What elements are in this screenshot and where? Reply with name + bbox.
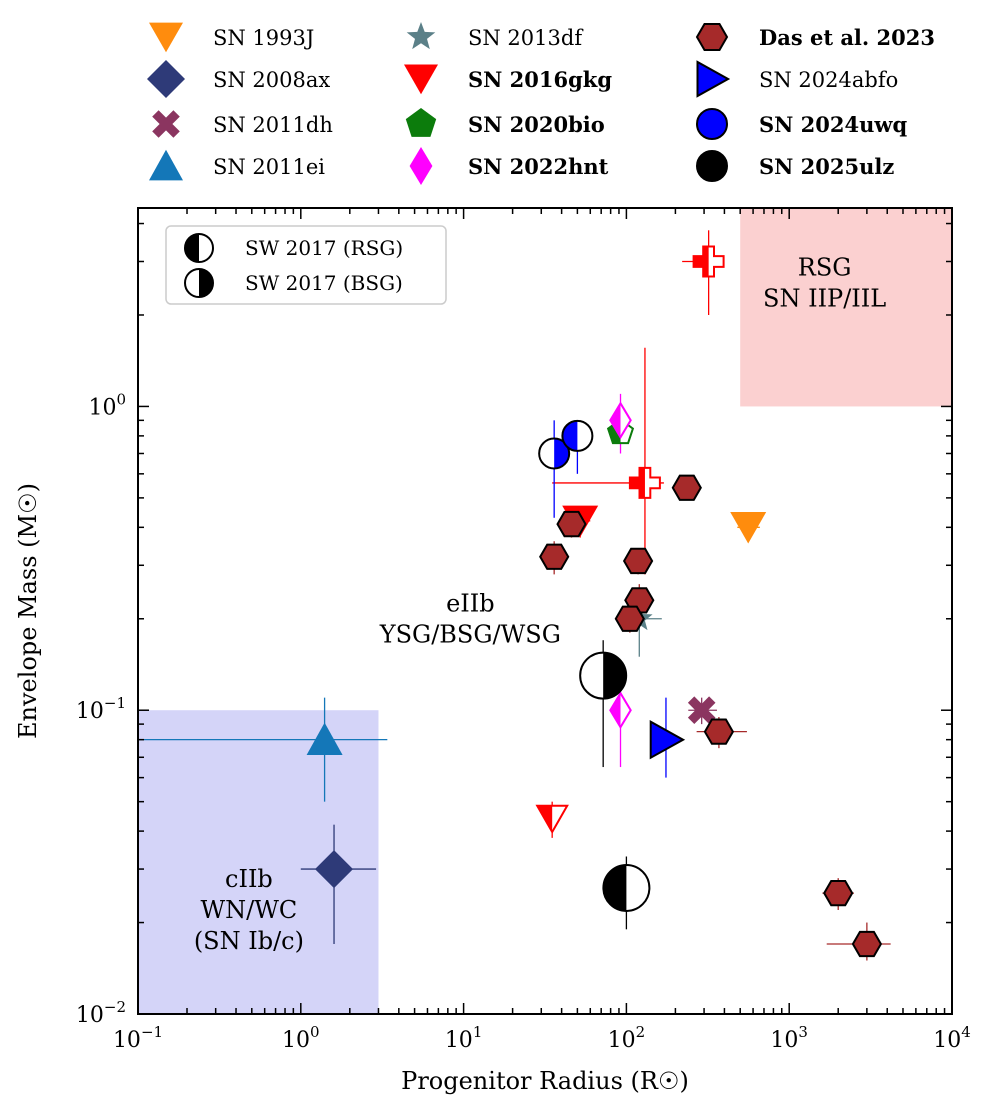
- inset-legend-marker: [184, 268, 214, 298]
- x-axis-label: Progenitor Radius (R☉): [401, 1067, 689, 1095]
- legend-sn-2025ulz-label: SN 2025ulz: [759, 154, 894, 179]
- inset-legend-marker-fill: [185, 234, 199, 262]
- point-sn-2024uwq-23: [561, 419, 594, 452]
- point-sn-2022hnt-10-fill: [610, 403, 621, 438]
- point-sn-2016gkg-7: [692, 245, 725, 278]
- region-labels: RSG SN IIP/IIL cIIb WN/WC (SN Ib/c) eIIb YSG/B…: [194, 253, 886, 955]
- legend-sn-2024abfo-label: SN 2024abfo: [759, 68, 898, 92]
- eIIb-label-label-line: YSG/BSG/WSG: [379, 620, 561, 648]
- x-tick-label: 102: [608, 1023, 646, 1053]
- point-sn-2025ulz-24-fill: [603, 652, 627, 699]
- point-das-et-al-2023-18: [703, 718, 735, 745]
- data-points: [306, 245, 883, 958]
- cIIb-region-label-line: cIIb: [225, 865, 273, 893]
- inset-legend: SW 2017 (RSG) SW 2017 (BSG): [165, 225, 447, 305]
- point-sn-2022hnt-10: [609, 401, 632, 440]
- legend-sn-2011dh-marker: [152, 110, 180, 138]
- legend-sn-1993j-marker: [149, 22, 183, 53]
- legend-sn-2025ulz-marker: [696, 150, 728, 182]
- x-tick-label: 10−1: [113, 1023, 163, 1053]
- rsg-region-label-line: SN IIP/IIL: [763, 284, 886, 312]
- inset-legend-label: SW 2017 (RSG): [245, 236, 403, 260]
- legend-sn-2011ei-marker: [149, 149, 183, 181]
- point-das-et-al-2023-14: [622, 547, 654, 575]
- inset-legend-marker: [184, 233, 214, 263]
- point-sn-2024uwq-22: [538, 437, 571, 470]
- point-sn-2011ei-3: [306, 722, 343, 755]
- cIIb-region-label-line: (SN Ib/c): [194, 927, 304, 955]
- inset-legend-label: SW 2017 (BSG): [245, 271, 403, 295]
- legend-sn-2024uwq-marker: [696, 108, 728, 140]
- legend-sn-2013df-label: SN 2013df: [468, 26, 584, 50]
- point-sn-2025ulz-25: [602, 863, 651, 912]
- x-tick-label: 101: [445, 1023, 483, 1053]
- legend-sn-2011ei-label: SN 2011ei: [213, 155, 325, 179]
- point-sn-2024abfo-21: [649, 720, 686, 760]
- legend-sn-2022hnt-label: SN 2022hnt: [468, 154, 609, 179]
- point-sn-2020bio-9: [606, 418, 635, 445]
- point-das-et-al-2023-16: [614, 605, 645, 632]
- point-sn-2022hnt-11-fill: [610, 693, 621, 728]
- legend-sn-2013df-marker: [406, 22, 436, 50]
- point-sn-2011dh-2: [687, 696, 716, 724]
- x-tick-label: 104: [933, 1023, 971, 1053]
- point-sn-2008ax-1: [315, 850, 353, 889]
- legend-das-et-al-2023-marker: [695, 23, 729, 51]
- point-sn-2016gkg-8-fill: [629, 467, 645, 498]
- inset-legend-marker-fill: [199, 269, 213, 297]
- point-sn-2022hnt-11: [609, 691, 632, 730]
- point-das-et-al-2023-13: [556, 510, 587, 538]
- point-sn-2016gkg-7-fill: [693, 246, 709, 277]
- y-tick-label: 10−1: [76, 694, 126, 724]
- legend-sn-2020bio-marker: [405, 108, 437, 137]
- x-tick-label: 103: [770, 1023, 808, 1053]
- y-tick-label: 100: [88, 390, 126, 420]
- rsg-region-label-line: RSG: [798, 253, 852, 281]
- legend: SN 1993J SN 2008ax SN 2011dh SN 2011ei SN 20…: [147, 22, 935, 185]
- legend-sn-2024uwq-label: SN 2024uwq: [759, 112, 907, 137]
- point-sn-2025ulz-25-fill: [603, 864, 627, 911]
- y-axis-label: Envelope Mass (M☉): [14, 483, 42, 739]
- cIIb-region-label-line: WN/WC: [201, 896, 298, 924]
- point-sn-2024uwq-23-fill: [562, 420, 578, 451]
- point-sn-2016gkg-6: [535, 804, 569, 835]
- legend-sn-2011dh-label: SN 2011dh: [213, 113, 333, 137]
- point-sn-2025ulz-24: [579, 651, 628, 700]
- point-das-et-al-2023-12: [539, 543, 570, 570]
- point-sn-2016gkg-8: [628, 466, 661, 499]
- axis-ticks: [137, 208, 953, 1015]
- legend-das-et-al-2023-label: Das et al. 2023: [759, 25, 935, 50]
- x-tick-label: 100: [282, 1023, 320, 1053]
- legend-sn-1993j-label: SN 1993J: [213, 26, 314, 50]
- legend-sn-2016gkg-label: SN 2016gkg: [468, 67, 612, 92]
- eIIb-label-label-line: eIIb: [446, 589, 495, 617]
- legend-sn-2020bio-label: SN 2020bio: [468, 112, 605, 137]
- legend-sn-2008ax-marker: [147, 60, 185, 98]
- legend-sn-2024abfo-marker: [696, 60, 731, 98]
- y-tick-label: 10−2: [76, 998, 126, 1028]
- point-das-et-al-2023-17: [671, 474, 702, 501]
- legend-sn-2008ax-label: SN 2008ax: [213, 68, 330, 92]
- rsg-region: [740, 208, 952, 407]
- legend-sn-2016gkg-marker: [404, 64, 438, 95]
- inset-legend-box: [165, 225, 447, 305]
- plot-frame: [137, 207, 953, 1015]
- point-das-et-al-2023-20: [851, 930, 883, 958]
- point-sn-1993j-0: [730, 512, 767, 544]
- point-das-et-al-2023-19: [823, 880, 854, 907]
- legend-sn-2022hnt-marker: [409, 147, 433, 185]
